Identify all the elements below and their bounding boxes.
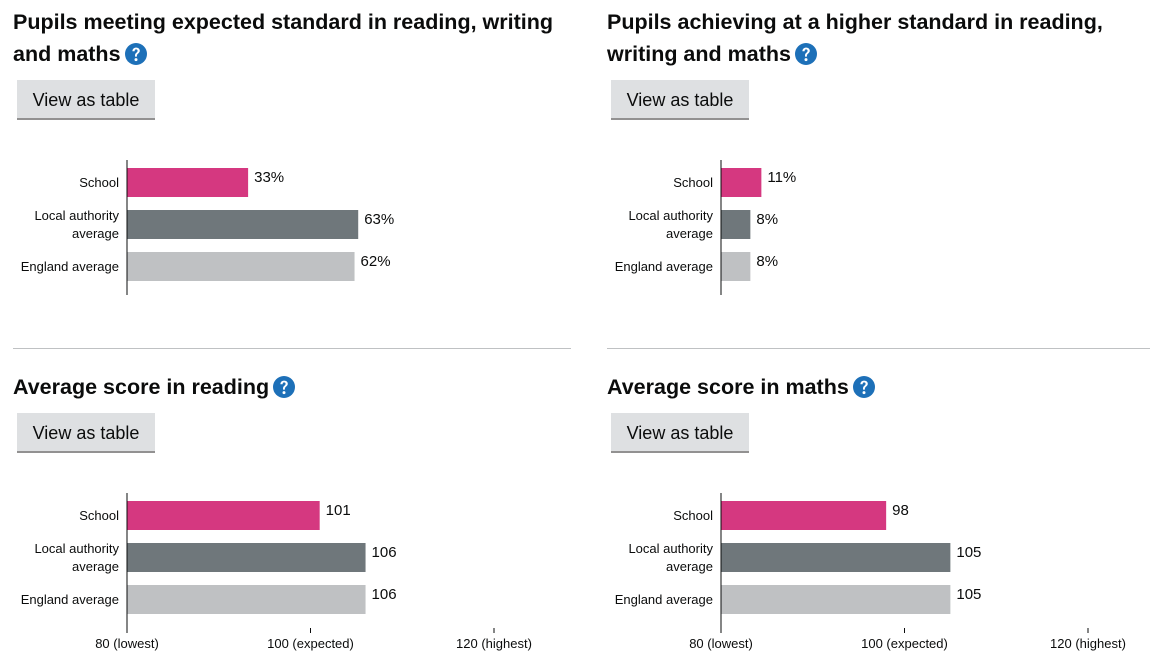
help-icon[interactable] xyxy=(124,42,147,74)
chart: 33% 63% 62% xyxy=(126,160,394,295)
category-label: Local authority average xyxy=(34,540,119,574)
view-as-table-button[interactable]: View as table xyxy=(17,413,155,453)
bar xyxy=(127,501,320,530)
separator xyxy=(607,348,1150,349)
chart-title: Average score in reading xyxy=(13,371,558,407)
category-label: Local authority average xyxy=(34,207,119,241)
category-label: England average xyxy=(614,258,713,274)
chart-panel: Average score in reading View as table 101… xyxy=(0,333,556,660)
value-label: 11% xyxy=(767,169,796,186)
chart-panel: Average score in maths View as table 98 105… xyxy=(594,333,1150,660)
value-label: 106 xyxy=(372,544,397,561)
bar xyxy=(127,252,355,281)
chart: 101 106 106 80 (lowest) 100 (expected) 120 (h… xyxy=(95,493,532,651)
x-tick-label: 80 (lowest) xyxy=(689,636,753,651)
value-label: 106 xyxy=(372,586,397,603)
value-label: 33% xyxy=(254,169,284,186)
help-icon[interactable] xyxy=(852,375,875,407)
view-as-table-button[interactable]: View as table xyxy=(611,413,749,453)
help-icon[interactable] xyxy=(273,375,296,407)
category-label: England average xyxy=(20,591,119,607)
chart-panel: Pupils meeting expected standard in read… xyxy=(0,0,556,327)
value-label: 8% xyxy=(756,211,778,228)
separator xyxy=(13,348,571,349)
bar xyxy=(721,252,751,281)
category-label: England average xyxy=(614,591,713,607)
x-tick-label: 100 (expected) xyxy=(267,636,354,651)
value-label: 8% xyxy=(756,253,778,270)
chart-title: Pupils achieving at a higher standard in… xyxy=(607,6,1150,74)
bar xyxy=(721,210,751,239)
bar xyxy=(127,210,359,239)
x-tick-label: 80 (lowest) xyxy=(95,636,159,651)
category-label: School xyxy=(673,174,713,190)
category-label: School xyxy=(79,507,119,523)
category-label: School xyxy=(79,174,119,190)
bar xyxy=(127,585,366,614)
value-label: 62% xyxy=(361,253,391,270)
value-label: 101 xyxy=(326,502,351,519)
help-icon[interactable] xyxy=(794,42,817,74)
chart-title: Pupils meeting expected standard in read… xyxy=(13,6,558,74)
category-label: School xyxy=(673,507,713,523)
bar xyxy=(127,543,366,572)
bar xyxy=(721,168,762,197)
category-label: Local authority average xyxy=(628,540,713,574)
x-tick-label: 120 (highest) xyxy=(1050,636,1126,651)
value-label: 63% xyxy=(364,211,394,228)
chart: 11% 8% 8% xyxy=(720,160,796,295)
x-tick-label: 100 (expected) xyxy=(861,636,948,651)
title-text: Pupils achieving at a higher standard in… xyxy=(607,10,1103,66)
view-as-table-button[interactable]: View as table xyxy=(17,80,155,120)
chart-panel: Pupils achieving at a higher standard in… xyxy=(594,0,1150,327)
category-label: England average xyxy=(20,258,119,274)
title-text: Pupils meeting expected standard in read… xyxy=(13,10,553,66)
chart: 98 105 105 80 (lowest) 100 (expected) 120 (hi… xyxy=(689,493,1126,651)
value-label: 105 xyxy=(956,544,981,561)
bar xyxy=(721,501,887,530)
value-label: 98 xyxy=(892,502,909,519)
title-text: Average score in maths xyxy=(607,375,849,399)
value-label: 105 xyxy=(956,586,981,603)
x-tick-label: 120 (highest) xyxy=(456,636,532,651)
bar xyxy=(127,168,249,197)
view-as-table-button[interactable]: View as table xyxy=(611,80,749,120)
chart-title: Average score in maths xyxy=(607,371,1150,407)
bar xyxy=(721,543,951,572)
bar xyxy=(721,585,951,614)
title-text: Average score in reading xyxy=(13,375,270,399)
category-label: Local authority average xyxy=(628,207,713,241)
